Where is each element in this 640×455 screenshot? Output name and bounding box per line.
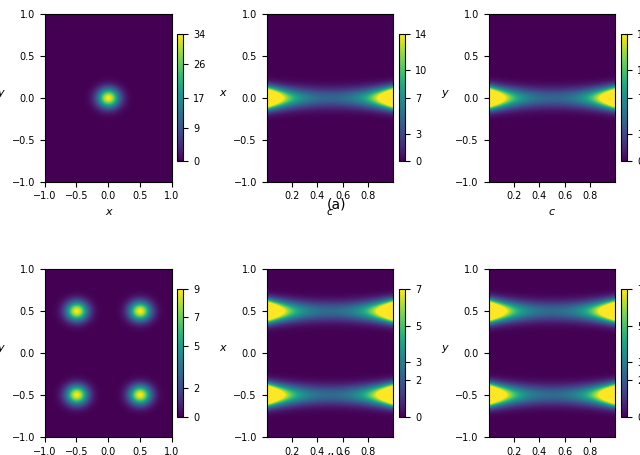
Y-axis label: y: y [441, 343, 447, 353]
Text: (a): (a) [326, 197, 346, 212]
Y-axis label: y: y [441, 88, 447, 98]
Y-axis label: x: x [219, 343, 226, 353]
X-axis label: c: c [327, 207, 333, 217]
X-axis label: c: c [549, 207, 555, 217]
Text: (b): (b) [326, 453, 346, 455]
Y-axis label: y: y [0, 88, 4, 98]
Y-axis label: y: y [0, 343, 4, 353]
X-axis label: x: x [105, 207, 111, 217]
Y-axis label: x: x [219, 88, 226, 98]
